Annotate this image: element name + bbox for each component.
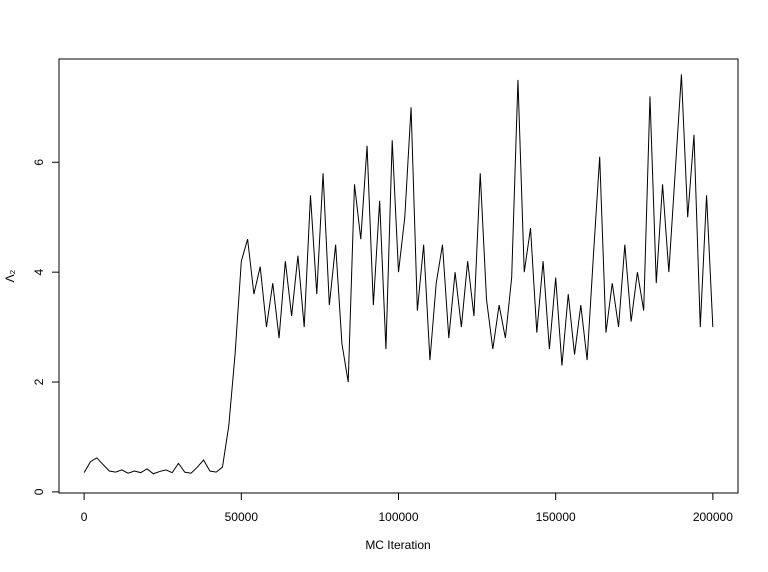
plot-box: [58, 58, 739, 494]
y-tick-label: 2: [32, 378, 46, 385]
x-tick-label: 0: [81, 510, 88, 524]
x-tick-label: 100000: [378, 510, 418, 524]
trace-line: [83, 74, 714, 475]
y-tick-label: 6: [32, 159, 46, 166]
x-tick-label: 150000: [536, 510, 576, 524]
x-tick-label: 50000: [225, 510, 259, 524]
x-tick-label: 200000: [693, 510, 733, 524]
y-axis-label: Λ₂: [3, 269, 17, 282]
y-tick-label: 4: [32, 268, 46, 275]
y-tick-label: 0: [32, 488, 46, 495]
x-axis-label: MC Iteration: [365, 538, 430, 552]
